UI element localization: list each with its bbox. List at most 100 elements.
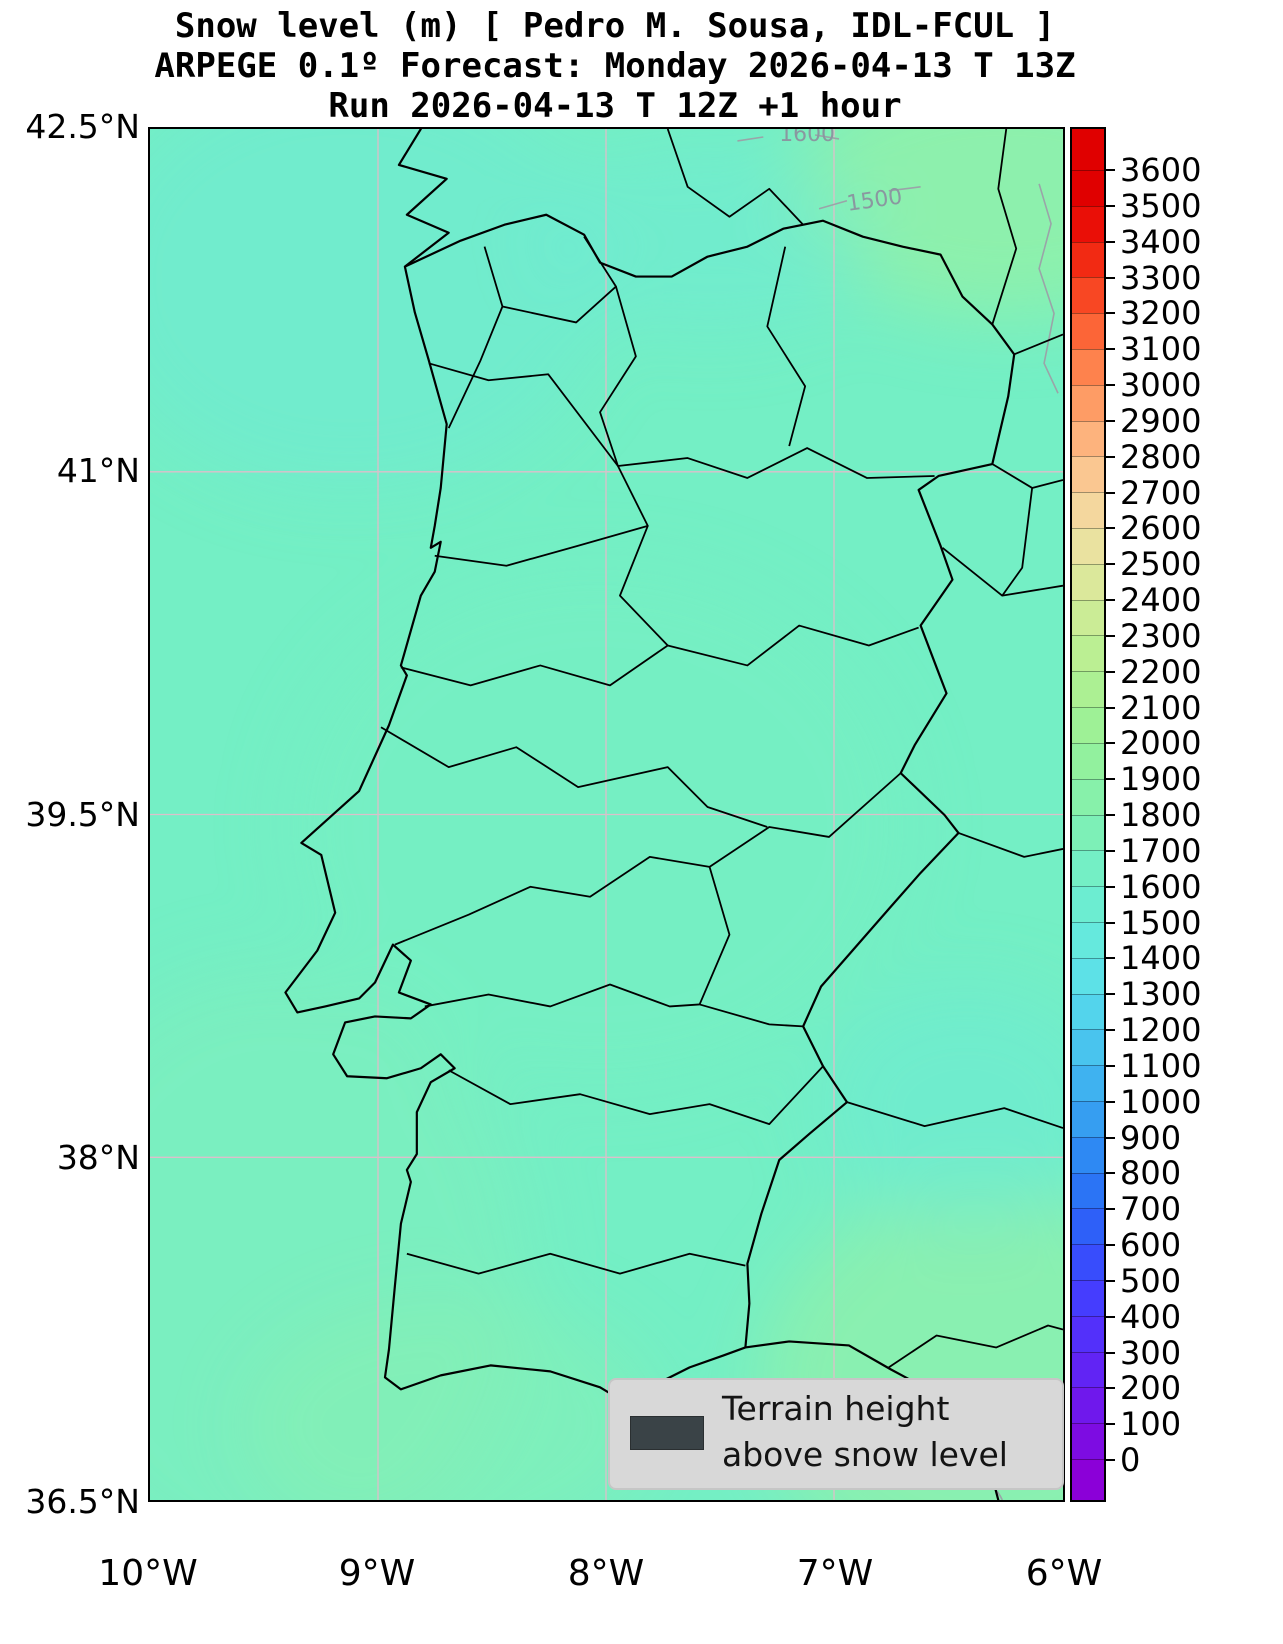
- colorbar-cell: [1072, 492, 1104, 531]
- colorbar-tick-label: 1900: [1120, 760, 1202, 799]
- colorbar-tick: [1106, 384, 1115, 386]
- colorbar-tick-label: 3600: [1120, 151, 1202, 189]
- y-tick-label: 36.5°N: [25, 1482, 140, 1521]
- colorbar-tick-label: 0: [1120, 1441, 1141, 1479]
- colorbar-tick-label: 2600: [1120, 509, 1202, 548]
- colorbar-tick: [1106, 169, 1115, 171]
- colorbar-tick: [1106, 957, 1115, 960]
- colorbar-tick: [1106, 1208, 1115, 1211]
- colorbar-cell: [1072, 1029, 1104, 1068]
- colorbar-tick: [1106, 1459, 1115, 1461]
- colorbar-tick: [1106, 312, 1115, 315]
- colorbar-tick-label: 2300: [1120, 616, 1202, 655]
- colorbar-cell: [1072, 921, 1104, 960]
- colorbar-tick-label: 400: [1120, 1297, 1182, 1336]
- colorbar-tick: [1106, 1172, 1115, 1175]
- colorbar-tick-label: 2900: [1120, 401, 1202, 440]
- legend-label-line-1: Terrain height: [722, 1389, 950, 1428]
- colorbar-cell: [1072, 384, 1104, 423]
- colorbar-tick-label: 1500: [1120, 903, 1202, 942]
- colorbar-tick: [1106, 921, 1115, 924]
- colorbar-tick-label: 1700: [1120, 831, 1202, 870]
- colorbar-tick-label: 200: [1120, 1369, 1182, 1408]
- colorbar-tick: [1106, 706, 1115, 709]
- colorbar-tick: [1106, 993, 1115, 996]
- colorbar-tick-label: 1100: [1120, 1046, 1202, 1085]
- colorbar-tick: [1106, 778, 1115, 781]
- colorbar-cell: [1072, 742, 1104, 781]
- colorbar-cell: [1072, 528, 1104, 566]
- colorbar-cell: [1072, 850, 1104, 889]
- colorbar-tick: [1106, 1029, 1115, 1031]
- colorbar-cell: [1072, 1244, 1104, 1282]
- colorbar-tick-label: 700: [1120, 1190, 1182, 1229]
- figure-title: Snow level (m) [ Pedro M. Sousa, IDL-FCU…: [120, 6, 1110, 126]
- colorbar-tick: [1106, 527, 1115, 530]
- colorbar-tick-label: 1200: [1120, 1011, 1202, 1049]
- colorbar-tick-label: 1800: [1120, 796, 1202, 834]
- contour-label-1600: 1600: [779, 129, 835, 147]
- colorbar-tick: [1106, 1279, 1115, 1282]
- colorbar-tick: [1106, 455, 1115, 458]
- colorbar-cell: [1072, 563, 1104, 602]
- colorbar-tick: [1106, 276, 1115, 279]
- colorbar-cell: [1072, 1423, 1104, 1461]
- colorbar-cell: [1072, 778, 1104, 817]
- colorbar-tick-label: 2800: [1120, 437, 1202, 476]
- colorbar-tick-label: 1400: [1120, 939, 1202, 978]
- colorbar-tick-label: 300: [1120, 1333, 1182, 1372]
- colorbar-tick-label: 800: [1120, 1154, 1182, 1193]
- colorbar-cell: [1072, 886, 1104, 924]
- colorbar-tick-label: 3100: [1120, 330, 1202, 369]
- y-tick-label: 39.5°N: [25, 794, 140, 834]
- colorbar-cell: [1072, 456, 1104, 495]
- graticule-gridlines: [150, 129, 1063, 1500]
- colorbar-cell: [1072, 205, 1104, 244]
- colorbar-tick: [1106, 348, 1115, 351]
- x-tick-label: 9°W: [338, 1553, 416, 1594]
- colorbar-cell: [1072, 277, 1104, 316]
- colorbar-tick-label: 2100: [1120, 688, 1202, 727]
- colorbar-tick-label: 3200: [1120, 294, 1202, 333]
- colorbar-tick: [1106, 240, 1115, 243]
- x-tick-label: 10°W: [98, 1553, 198, 1594]
- colorbar-tick-label: 3300: [1120, 258, 1202, 297]
- colorbar-cell: [1072, 313, 1104, 352]
- colorbar-tick-label: 2200: [1120, 652, 1202, 691]
- colorbar-tick-label: 500: [1120, 1261, 1182, 1300]
- x-tick-label: 7°W: [796, 1553, 874, 1594]
- colorbar-tick: [1106, 849, 1115, 852]
- legend-swatch: [630, 1416, 704, 1450]
- colorbar-tick: [1106, 563, 1115, 566]
- country-border: [404, 213, 1016, 1348]
- colorbar-tick-label: 3400: [1120, 222, 1202, 261]
- colorbar-tick: [1106, 814, 1115, 816]
- colorbar-cell: [1072, 1459, 1104, 1500]
- title-line-1: Snow level (m) [ Pedro M. Sousa, IDL-FCU…: [174, 6, 1056, 46]
- colorbar-tick: [1106, 419, 1115, 422]
- title-line-2: ARPEGE 0.1º Forecast: Monday 2026-04-13 …: [154, 46, 1076, 86]
- x-tick-label: 6°W: [1025, 1553, 1103, 1594]
- colorbar-tick: [1106, 1136, 1115, 1139]
- colorbar-cell: [1072, 957, 1104, 996]
- colorbar-tick-label: 1300: [1120, 975, 1202, 1014]
- colorbar-tick-label: 1600: [1120, 867, 1202, 906]
- colorbar-tick-label: 3500: [1120, 186, 1202, 225]
- colorbar-tick: [1106, 634, 1115, 637]
- colorbar-tick: [1106, 491, 1115, 494]
- colorbar-cell: [1072, 349, 1104, 387]
- map-panel: 1600 1500: [148, 127, 1065, 1502]
- title-line-3: Run 2026-04-13 T 12Z +1 hour: [328, 86, 902, 126]
- colorbar-tick: [1106, 670, 1115, 673]
- colorbar-cell: [1072, 129, 1104, 171]
- y-tick-label: 41°N: [56, 450, 140, 490]
- colorbar-tick-label: 1000: [1120, 1082, 1202, 1121]
- y-tick-label: 42.5°N: [25, 107, 140, 146]
- colorbar-cell: [1072, 671, 1104, 710]
- colorbar-tick-label: 3000: [1120, 366, 1202, 404]
- colorbar-tick-label: 2400: [1120, 581, 1202, 619]
- colorbar-tick-label: 2000: [1120, 724, 1202, 763]
- colorbar-tick-label: 100: [1120, 1405, 1182, 1444]
- colorbar-cell: [1072, 1279, 1104, 1318]
